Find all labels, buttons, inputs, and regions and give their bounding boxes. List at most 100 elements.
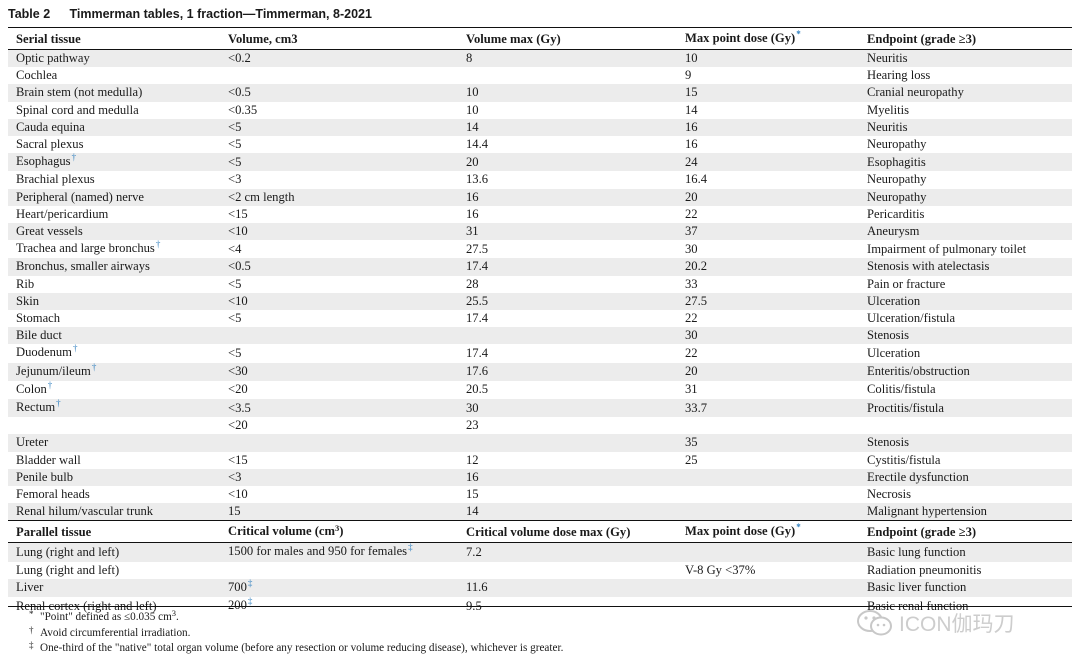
header-cell: Max point dose (Gy)*: [677, 521, 859, 543]
volume-max-cell: 16: [458, 205, 677, 224]
critical-dose-cell: [458, 561, 677, 579]
tissue-cell: Femoral heads: [8, 486, 220, 504]
cell-text: 22: [685, 311, 698, 326]
max-point-dose-cell: 14: [677, 101, 859, 119]
footnote: * "Point" defined as ≤0.035 cm3.: [8, 608, 1072, 626]
cell-text: Cranial neuropathy: [867, 85, 964, 100]
serial-row: Renal hilum/vascular trunk 15 14 Malignant …: [8, 503, 1072, 521]
cell-text: Colon: [16, 381, 47, 396]
cell-text: Ulceration: [867, 345, 921, 360]
footnote-text-end: .: [176, 611, 179, 623]
endpoint-cell: Necrosis: [859, 486, 1072, 504]
cell-text: 200: [228, 598, 247, 613]
max-point-dose-cell: [677, 578, 859, 598]
serial-row: <20 23: [8, 417, 1072, 435]
cell-text: 700: [228, 579, 247, 594]
cell-text: 27.5: [466, 241, 489, 256]
cell-text: <5: [228, 276, 242, 291]
tissue-cell: Cochlea: [8, 67, 220, 85]
cell-text: 30: [685, 328, 698, 343]
cell-text: Erectile dysfunction: [867, 469, 969, 484]
tissue-cell: Liver: [8, 578, 220, 598]
endpoint-cell: Enteritis/obstruction: [859, 362, 1072, 381]
volume-max-cell: 10: [458, 84, 677, 102]
cell-text: 20.2: [685, 259, 708, 274]
volume-max-cell: 16: [458, 188, 677, 206]
serial-row: Colon† <20 20.5 31 Colitis/fistula: [8, 380, 1072, 400]
max-point-dose-cell: 16: [677, 136, 859, 154]
endpoint-cell: Aneurysm: [859, 223, 1072, 241]
cell-text: 14: [685, 102, 698, 117]
cell-text: Renal cortex (right and left): [16, 598, 157, 613]
volume-cell: <3: [220, 468, 458, 487]
cell-text: Ulceration: [867, 293, 921, 308]
critical-volume-cell: 700‡: [220, 577, 458, 598]
volume-max-cell: 30: [458, 399, 677, 418]
max-point-dose-cell: 30: [677, 240, 859, 259]
endpoint-cell: Impairment of pulmonary toilet: [859, 240, 1072, 259]
cell-text: <5: [228, 154, 242, 169]
cell-text: <5: [228, 137, 242, 152]
serial-row: Brachial plexus <3 13.6 16.4 Neuropathy: [8, 171, 1072, 189]
volume-max-cell: 17.4: [458, 310, 677, 328]
volume-cell: <15: [220, 451, 458, 469]
max-point-dose-cell: 20: [677, 188, 859, 206]
endpoint-cell: Cranial neuropathy: [859, 84, 1072, 102]
tissue-cell: Spinal cord and medulla: [8, 101, 220, 119]
serial-row: Rectum† <3.5 30 33.7 Proctitis/fistula: [8, 398, 1072, 418]
header-cell: Endpoint (grade ≥3): [859, 521, 1072, 543]
cell-text: Esophagitis: [867, 154, 926, 169]
endpoint-cell: Neuritis: [859, 49, 1072, 68]
cell-text: 9.5: [466, 598, 482, 613]
cell-text: 25.5: [466, 293, 489, 308]
cell-text: 35: [685, 435, 698, 450]
cell-text: <3.5: [228, 400, 251, 415]
header-cell: Critical volume (cm3): [220, 521, 458, 543]
serial-row: Esophagus† <5 20 24 Esophagitis: [8, 152, 1072, 172]
volume-cell: <0.5: [220, 258, 458, 276]
cell-text: 10: [466, 102, 479, 117]
tissue-cell: Stomach: [8, 310, 220, 328]
max-point-dose-cell: [677, 468, 859, 487]
cell-text: Parallel tissue: [16, 524, 92, 539]
cell-text: <0.5: [228, 85, 251, 100]
cell-text: Great vessels: [16, 224, 83, 239]
volume-cell: <10: [220, 223, 458, 241]
cell-text: <5: [228, 311, 242, 326]
cell-text: Optic pathway: [16, 51, 90, 65]
serial-row: Optic pathway <0.2 8 10 Neuritis: [8, 49, 1072, 68]
cell-text: 10: [466, 85, 479, 100]
footnote-text: Avoid circumferential irradiation.: [40, 626, 191, 639]
cell-text: Impairment of pulmonary toilet: [867, 241, 1027, 256]
footnote-mark: ‡: [247, 577, 253, 588]
header-text: Max point dose (Gy): [685, 31, 796, 45]
parallel-header-row: Parallel tissue Critical volume (cm3) Crit…: [8, 520, 1072, 543]
tissue-cell: Ureter: [8, 434, 220, 452]
footnote-mark: †: [91, 361, 97, 372]
cell-text: <0.5: [228, 259, 251, 274]
cell-text: 16: [685, 119, 698, 134]
volume-cell: [220, 327, 458, 345]
endpoint-cell: Basic liver function: [859, 578, 1072, 598]
serial-row: Stomach <5 17.4 22 Ulceration/fistula: [8, 310, 1072, 328]
serial-header-row: Serial tissue Volume, cm3 Volume max (Gy…: [8, 27, 1072, 50]
max-point-dose-cell: 15: [677, 84, 859, 102]
endpoint-cell: Myelitis: [859, 101, 1072, 119]
tissue-cell: Cauda equina: [8, 118, 220, 137]
max-point-dose-cell: [677, 486, 859, 504]
footnote-mark: †: [56, 398, 61, 409]
table-title: Timmerman tables, 1 fraction—Timmerman, …: [69, 7, 372, 21]
footnote-mark: †: [71, 152, 77, 163]
volume-max-cell: [458, 67, 677, 85]
cell-text: Max point dose (Gy): [685, 524, 796, 539]
cell-text: 37: [685, 224, 698, 239]
cell-text: <10: [228, 487, 248, 502]
cell-text: Neuropathy: [867, 137, 927, 152]
endpoint-cell: Neuropathy: [859, 136, 1072, 154]
cell-text: 15: [466, 487, 479, 502]
tissue-cell: Penile bulb: [8, 468, 220, 487]
parallel-row: Lung (right and left) V-8 Gy <37% Radiatio…: [8, 561, 1072, 579]
volume-max-cell: 17.4: [458, 344, 677, 363]
max-point-dose-cell: 10: [677, 49, 859, 68]
parallel-row: Renal cortex (right and left) 200‡ 9.5 Basi…: [8, 596, 1072, 616]
